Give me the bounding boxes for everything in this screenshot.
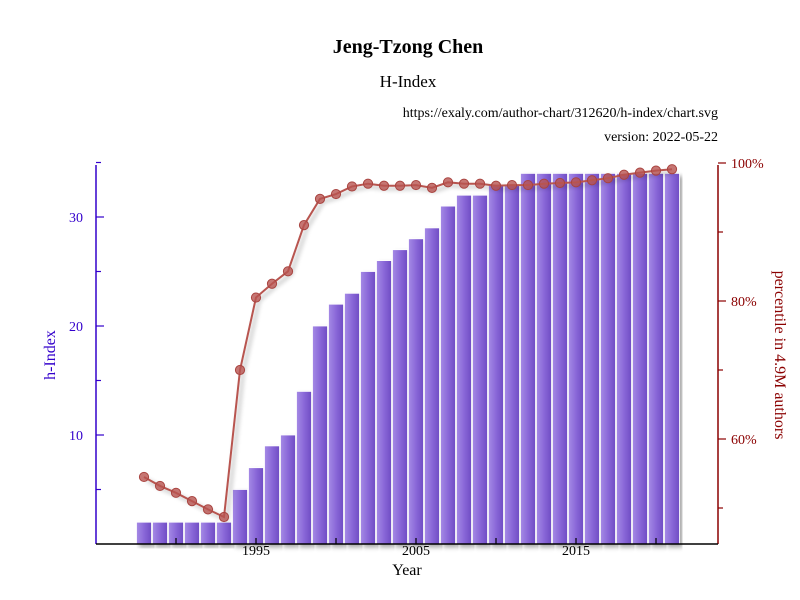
chart-version: version: 2022-05-22 xyxy=(604,130,718,145)
percentile-point xyxy=(602,173,614,184)
bar-series xyxy=(136,172,680,545)
left-axis-ticks: 10 20 30 xyxy=(69,161,104,491)
h-index-bar xyxy=(280,434,296,545)
percentile-point xyxy=(186,496,198,507)
percentile-point xyxy=(266,278,278,289)
percentile-point xyxy=(666,164,678,175)
percentile-point xyxy=(346,181,358,192)
x-tick-label: 2015 xyxy=(562,544,590,559)
percentile-point xyxy=(650,165,662,176)
percentile-point xyxy=(394,180,406,191)
x-tick-label: 2005 xyxy=(402,544,430,559)
left-tick-label: 10 xyxy=(69,429,83,444)
percentile-point xyxy=(426,182,438,193)
percentile-point xyxy=(250,292,262,303)
h-index-bar xyxy=(440,205,456,545)
h-index-bar xyxy=(376,260,392,545)
h-index-bar xyxy=(232,489,248,545)
h-index-bar xyxy=(552,172,568,545)
percentile-point xyxy=(378,180,390,191)
h-index-bar xyxy=(504,183,520,545)
h-index-bar xyxy=(360,271,376,545)
right-axis-label: percentile in 4.9M authors xyxy=(771,271,788,440)
percentile-point xyxy=(554,177,566,189)
right-tick-label: 80% xyxy=(731,295,757,310)
h-index-bar xyxy=(568,172,584,545)
h-index-bar xyxy=(216,521,232,545)
left-axis-label: h-Index xyxy=(42,330,59,380)
percentile-point xyxy=(330,188,342,200)
x-axis-ticks: 1995 2005 2015 xyxy=(175,538,657,559)
h-index-bar xyxy=(328,303,344,545)
left-tick-label: 30 xyxy=(69,211,83,226)
h-index-bar xyxy=(152,521,168,545)
percentile-point xyxy=(138,471,150,483)
percentile-point xyxy=(506,179,518,191)
h-index-bar xyxy=(392,249,408,545)
percentile-point xyxy=(538,178,550,189)
h-index-bar xyxy=(136,521,152,545)
percentile-point xyxy=(522,179,534,191)
h-index-bar xyxy=(312,325,328,545)
h-index-bar xyxy=(488,183,504,545)
h-index-bar xyxy=(296,390,312,545)
h-index-bar xyxy=(264,445,280,545)
percentile-point xyxy=(442,177,454,188)
percentile-point xyxy=(154,480,166,492)
h-index-bar xyxy=(248,467,264,545)
h-index-bar xyxy=(200,521,216,545)
h-index-bar xyxy=(184,521,200,545)
percentile-point xyxy=(170,487,182,498)
percentile-point xyxy=(314,193,326,204)
percentile-line xyxy=(143,168,673,519)
percentile-point xyxy=(202,504,214,515)
h-index-bar xyxy=(408,238,424,545)
percentile-point xyxy=(586,175,598,186)
percentile-point xyxy=(618,169,630,180)
percentile-point xyxy=(458,178,470,189)
percentile-point xyxy=(298,220,310,231)
h-index-bar xyxy=(616,172,632,545)
h-index-bar xyxy=(520,172,536,545)
chart-source-url: https://exaly.com/author-chart/312620/h-… xyxy=(403,106,718,121)
right-tick-label: 100% xyxy=(731,157,764,172)
chart-subtitle: H-Index xyxy=(380,72,437,91)
percentile-point xyxy=(634,167,646,178)
x-axis-label: Year xyxy=(392,562,422,579)
percentile-point xyxy=(234,364,246,376)
right-axis-ticks: 60% 80% 100% xyxy=(718,157,764,509)
h-index-bar xyxy=(584,172,600,545)
axes xyxy=(95,165,719,545)
left-tick-label: 20 xyxy=(69,320,83,335)
h-index-bar xyxy=(472,194,488,545)
right-tick-label: 60% xyxy=(731,433,757,448)
x-tick-label: 1995 xyxy=(242,544,270,559)
h-index-bar xyxy=(664,172,680,545)
percentile-line-series xyxy=(138,164,678,523)
percentile-point xyxy=(282,266,294,277)
chart-title: Jeng-Tzong Chen xyxy=(333,36,484,58)
h-index-bar xyxy=(344,292,360,545)
h-index-bar xyxy=(632,172,648,545)
h-index-bar xyxy=(536,172,552,545)
h-index-bar xyxy=(600,172,616,545)
percentile-point xyxy=(362,178,374,189)
percentile-point xyxy=(218,511,230,523)
percentile-point xyxy=(474,178,486,189)
h-index-bar xyxy=(456,194,472,545)
percentile-point xyxy=(410,179,422,191)
percentile-point xyxy=(570,177,582,188)
h-index-bar xyxy=(648,172,664,545)
h-index-bar xyxy=(424,227,440,545)
percentile-point xyxy=(490,180,502,191)
